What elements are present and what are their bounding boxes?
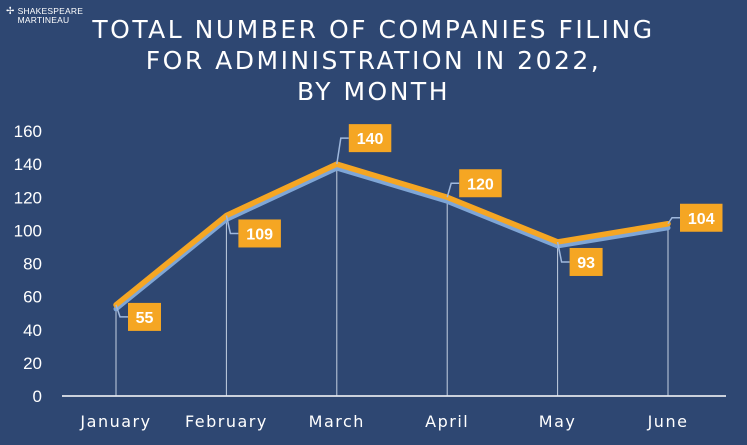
data-label: 55 xyxy=(136,310,154,327)
data-label-leader xyxy=(336,137,349,165)
brand-name-line1: SHAKESPEARE xyxy=(17,6,84,16)
brand-logo: ✢ SHAKESPEARE MARTINEAU xyxy=(6,7,83,25)
data-label-box xyxy=(459,169,502,198)
y-tick-label: 80 xyxy=(23,255,42,274)
data-label: 104 xyxy=(688,211,715,228)
data-label-leader xyxy=(225,215,239,235)
y-tick-label: 60 xyxy=(23,288,42,307)
x-tick-label: May xyxy=(539,412,577,431)
data-label-leader xyxy=(115,304,128,318)
data-label-leader xyxy=(556,241,570,263)
y-tick-label: 120 xyxy=(14,188,42,207)
y-tick-label: 160 xyxy=(14,122,42,141)
brand-name: SHAKESPEARE MARTINEAU xyxy=(18,7,84,25)
series-line xyxy=(113,161,671,308)
data-label: 140 xyxy=(357,131,384,148)
data-label-leader xyxy=(446,182,460,198)
data-label-box xyxy=(128,302,161,331)
y-tick-label: 100 xyxy=(14,221,42,240)
series-line-shadow xyxy=(113,165,671,312)
cross-star-icon: ✢ xyxy=(6,6,15,17)
data-label-box xyxy=(238,219,281,248)
data-label-box xyxy=(680,203,723,232)
data-label-leader xyxy=(667,217,680,225)
chart-title: TOTAL NUMBER OF COMPANIES FILING FOR ADM… xyxy=(92,15,655,106)
brand-name-line2: MARTINEAU xyxy=(17,15,70,25)
y-tick-label: 40 xyxy=(23,321,42,340)
x-tick-label: April xyxy=(425,412,469,431)
data-label-box xyxy=(348,124,392,153)
x-tick-label: January xyxy=(79,412,151,431)
data-label: 120 xyxy=(467,176,494,193)
y-tick-label: 0 xyxy=(33,387,42,406)
y-tick-label: 140 xyxy=(14,155,42,174)
x-tick-label: March xyxy=(309,412,365,431)
x-tick-label: February xyxy=(185,412,268,431)
data-label: 93 xyxy=(577,255,595,272)
data-label: 109 xyxy=(246,226,273,243)
data-label-box xyxy=(569,247,603,276)
x-tick-label: June xyxy=(647,412,689,431)
y-tick-label: 20 xyxy=(23,354,42,373)
